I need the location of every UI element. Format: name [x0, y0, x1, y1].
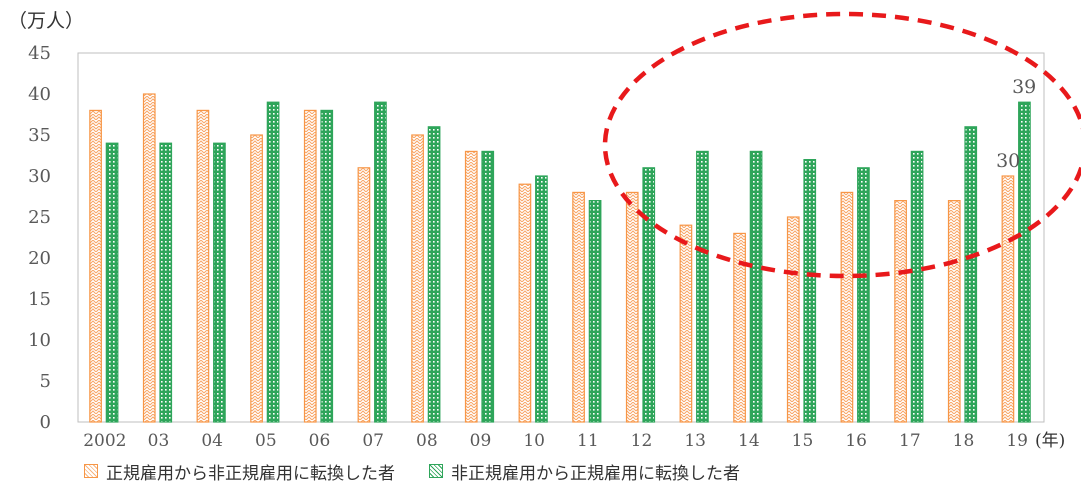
x-axis-label: (年) — [1035, 431, 1065, 451]
x-tick-label: 11 — [577, 431, 599, 451]
bar-nonregular-to-regular — [749, 150, 763, 423]
bar-regular-to-nonregular — [1001, 175, 1015, 423]
x-tick-label: 17 — [899, 431, 921, 451]
bar-nonregular-to-regular — [910, 150, 924, 423]
plot-area-frame — [77, 52, 1045, 423]
bar-regular-to-nonregular — [840, 191, 854, 423]
x-tick-label: 09 — [470, 431, 492, 451]
legend-label-regular-to-nonregular: 正規雇用から非正規雇用に転換した者 — [106, 463, 395, 484]
x-tick-label: 18 — [953, 431, 975, 451]
x-tick-label: 05 — [255, 431, 277, 451]
data-label: 39 — [1012, 76, 1036, 98]
x-tick-label: 08 — [416, 431, 438, 451]
bar-nonregular-to-regular — [266, 101, 280, 423]
bar-nonregular-to-regular — [1018, 101, 1031, 423]
y-tick-label: 15 — [28, 289, 51, 310]
legend-item-regular-to-nonregular: 正規雇用から非正規雇用に転換した者 — [84, 459, 395, 484]
x-tick-label: 07 — [362, 431, 384, 451]
y-tick-label: 10 — [28, 330, 51, 351]
x-tick-label: 06 — [309, 431, 331, 451]
x-tick-label: 10 — [523, 431, 545, 451]
bar-regular-to-nonregular — [733, 232, 746, 423]
x-tick-label: 19 — [1006, 431, 1028, 451]
x-tick-label: 2002 — [83, 431, 126, 451]
x-tick-label: 14 — [738, 431, 760, 451]
y-tick-label: 0 — [40, 412, 51, 433]
bar-regular-to-nonregular — [894, 200, 907, 423]
bar-nonregular-to-regular — [159, 142, 173, 423]
bar-regular-to-nonregular — [250, 134, 263, 423]
bar-regular-to-nonregular — [89, 109, 102, 423]
x-tick-label: 12 — [631, 431, 653, 451]
y-tick-label: 35 — [28, 125, 51, 146]
legend-item-nonregular-to-regular: 非正規雇用から正規雇用に転換した者 — [429, 459, 740, 484]
bar-nonregular-to-regular — [803, 159, 817, 423]
bar-regular-to-nonregular — [196, 109, 210, 423]
x-tick-label: 13 — [684, 431, 706, 451]
bar-nonregular-to-regular — [105, 142, 119, 423]
bar-regular-to-nonregular — [786, 216, 800, 423]
y-tick-label: 5 — [40, 371, 51, 392]
bar-nonregular-to-regular — [642, 167, 656, 423]
bar-regular-to-nonregular — [625, 191, 639, 423]
bar-regular-to-nonregular — [357, 167, 371, 423]
data-label: 30 — [996, 150, 1020, 172]
bar-nonregular-to-regular — [213, 142, 226, 423]
y-tick-label: 25 — [28, 207, 51, 228]
bar-nonregular-to-regular — [857, 167, 870, 423]
y-tick-label: 30 — [28, 166, 51, 187]
y-tick-label: 40 — [28, 84, 51, 105]
bar-nonregular-to-regular — [427, 126, 441, 423]
bar-regular-to-nonregular — [464, 150, 478, 423]
y-tick-label: 45 — [28, 43, 51, 64]
bar-nonregular-to-regular — [696, 150, 709, 423]
bar-nonregular-to-regular — [374, 101, 387, 423]
bar-nonregular-to-regular — [588, 200, 602, 423]
bar-nonregular-to-regular — [964, 126, 978, 423]
legend-label-nonregular-to-regular: 非正規雇用から正規雇用に転換した者 — [451, 463, 740, 484]
bar-nonregular-to-regular — [535, 175, 548, 423]
x-tick-label: 15 — [792, 431, 814, 451]
bar-regular-to-nonregular — [303, 109, 317, 423]
bar-regular-to-nonregular — [947, 200, 961, 423]
legend-swatch-nonregular-to-regular — [429, 464, 443, 478]
x-tick-label: 16 — [845, 431, 867, 451]
bar-regular-to-nonregular — [411, 134, 424, 423]
y-tick-label: 20 — [28, 248, 51, 269]
legend-swatch-regular-to-nonregular — [84, 464, 98, 478]
bar-regular-to-nonregular — [572, 191, 585, 423]
x-tick-label: 04 — [201, 431, 223, 451]
x-tick-label: 03 — [148, 431, 170, 451]
bar-nonregular-to-regular — [481, 150, 495, 423]
bar-regular-to-nonregular — [142, 93, 156, 423]
legend: 正規雇用から非正規雇用に転換した者 非正規雇用から正規雇用に転換した者 — [84, 458, 774, 484]
bar-regular-to-nonregular — [518, 183, 532, 423]
y-axis-label: （万人） — [8, 10, 84, 32]
bar-nonregular-to-regular — [320, 109, 334, 423]
bar-regular-to-nonregular — [679, 224, 693, 423]
